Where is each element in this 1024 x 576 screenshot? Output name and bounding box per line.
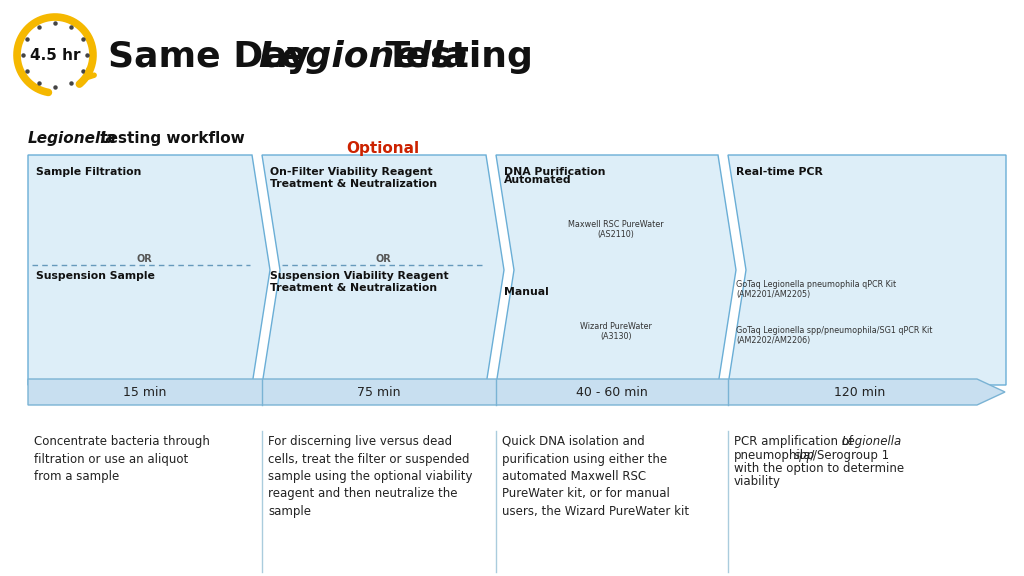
Polygon shape [728, 155, 1006, 385]
Text: pneumophila/: pneumophila/ [734, 449, 815, 461]
Text: GoTaq Legionella spp/pneumophila/SG1 qPCR Kit
(AM2202/AM2206): GoTaq Legionella spp/pneumophila/SG1 qPC… [736, 325, 933, 345]
Polygon shape [496, 155, 736, 385]
Text: Automated: Automated [504, 175, 571, 185]
Text: 40 - 60 min: 40 - 60 min [577, 385, 648, 399]
Text: DNA Purification: DNA Purification [504, 167, 605, 177]
Polygon shape [262, 155, 504, 385]
Text: Legionella: Legionella [28, 131, 117, 146]
Text: Legionella: Legionella [258, 40, 468, 74]
Text: Testing: Testing [373, 40, 532, 74]
Polygon shape [28, 379, 1005, 405]
Text: /Serogroup 1: /Serogroup 1 [813, 449, 889, 461]
Text: viability: viability [734, 476, 781, 488]
Text: spp: spp [794, 449, 815, 461]
Text: For discerning live versus dead
cells, treat the filter or suspended
sample usin: For discerning live versus dead cells, t… [268, 435, 472, 518]
Text: Suspension Sample: Suspension Sample [36, 271, 155, 282]
Text: Maxwell RSC PureWater
(AS2110): Maxwell RSC PureWater (AS2110) [568, 220, 664, 240]
Text: OR: OR [375, 255, 391, 264]
Text: testing workflow: testing workflow [95, 131, 245, 146]
Text: Quick DNA isolation and
purification using either the
automated Maxwell RSC
Pure: Quick DNA isolation and purification usi… [502, 435, 689, 518]
Text: PCR amplification of: PCR amplification of [734, 435, 857, 448]
Text: Legionella: Legionella [842, 435, 902, 448]
Text: Real-time PCR: Real-time PCR [736, 167, 823, 177]
Text: 15 min: 15 min [123, 385, 167, 399]
Text: 75 min: 75 min [357, 385, 400, 399]
Text: Concentrate bacteria through
filtration or use an aliquot
from a sample: Concentrate bacteria through filtration … [34, 435, 210, 483]
Text: Sample Filtration: Sample Filtration [36, 167, 141, 177]
Text: 4.5 hr: 4.5 hr [30, 47, 80, 63]
Text: On-Filter Viability Reagent
Treatment & Neutralization: On-Filter Viability Reagent Treatment & … [270, 167, 437, 188]
Text: Wizard PureWater
(A3130): Wizard PureWater (A3130) [580, 321, 652, 341]
Text: GoTaq Legionella pneumophila qPCR Kit
(AM2201/AM2205): GoTaq Legionella pneumophila qPCR Kit (A… [736, 279, 896, 299]
Text: with the option to determine: with the option to determine [734, 462, 904, 475]
Text: OR: OR [136, 255, 152, 264]
Polygon shape [28, 155, 270, 385]
Text: 120 min: 120 min [834, 385, 885, 399]
Text: Optional: Optional [346, 141, 420, 156]
Text: Suspension Viability Reagent
Treatment & Neutralization: Suspension Viability Reagent Treatment &… [270, 271, 449, 293]
Text: Manual: Manual [504, 287, 549, 297]
Text: Same Day: Same Day [108, 40, 323, 74]
